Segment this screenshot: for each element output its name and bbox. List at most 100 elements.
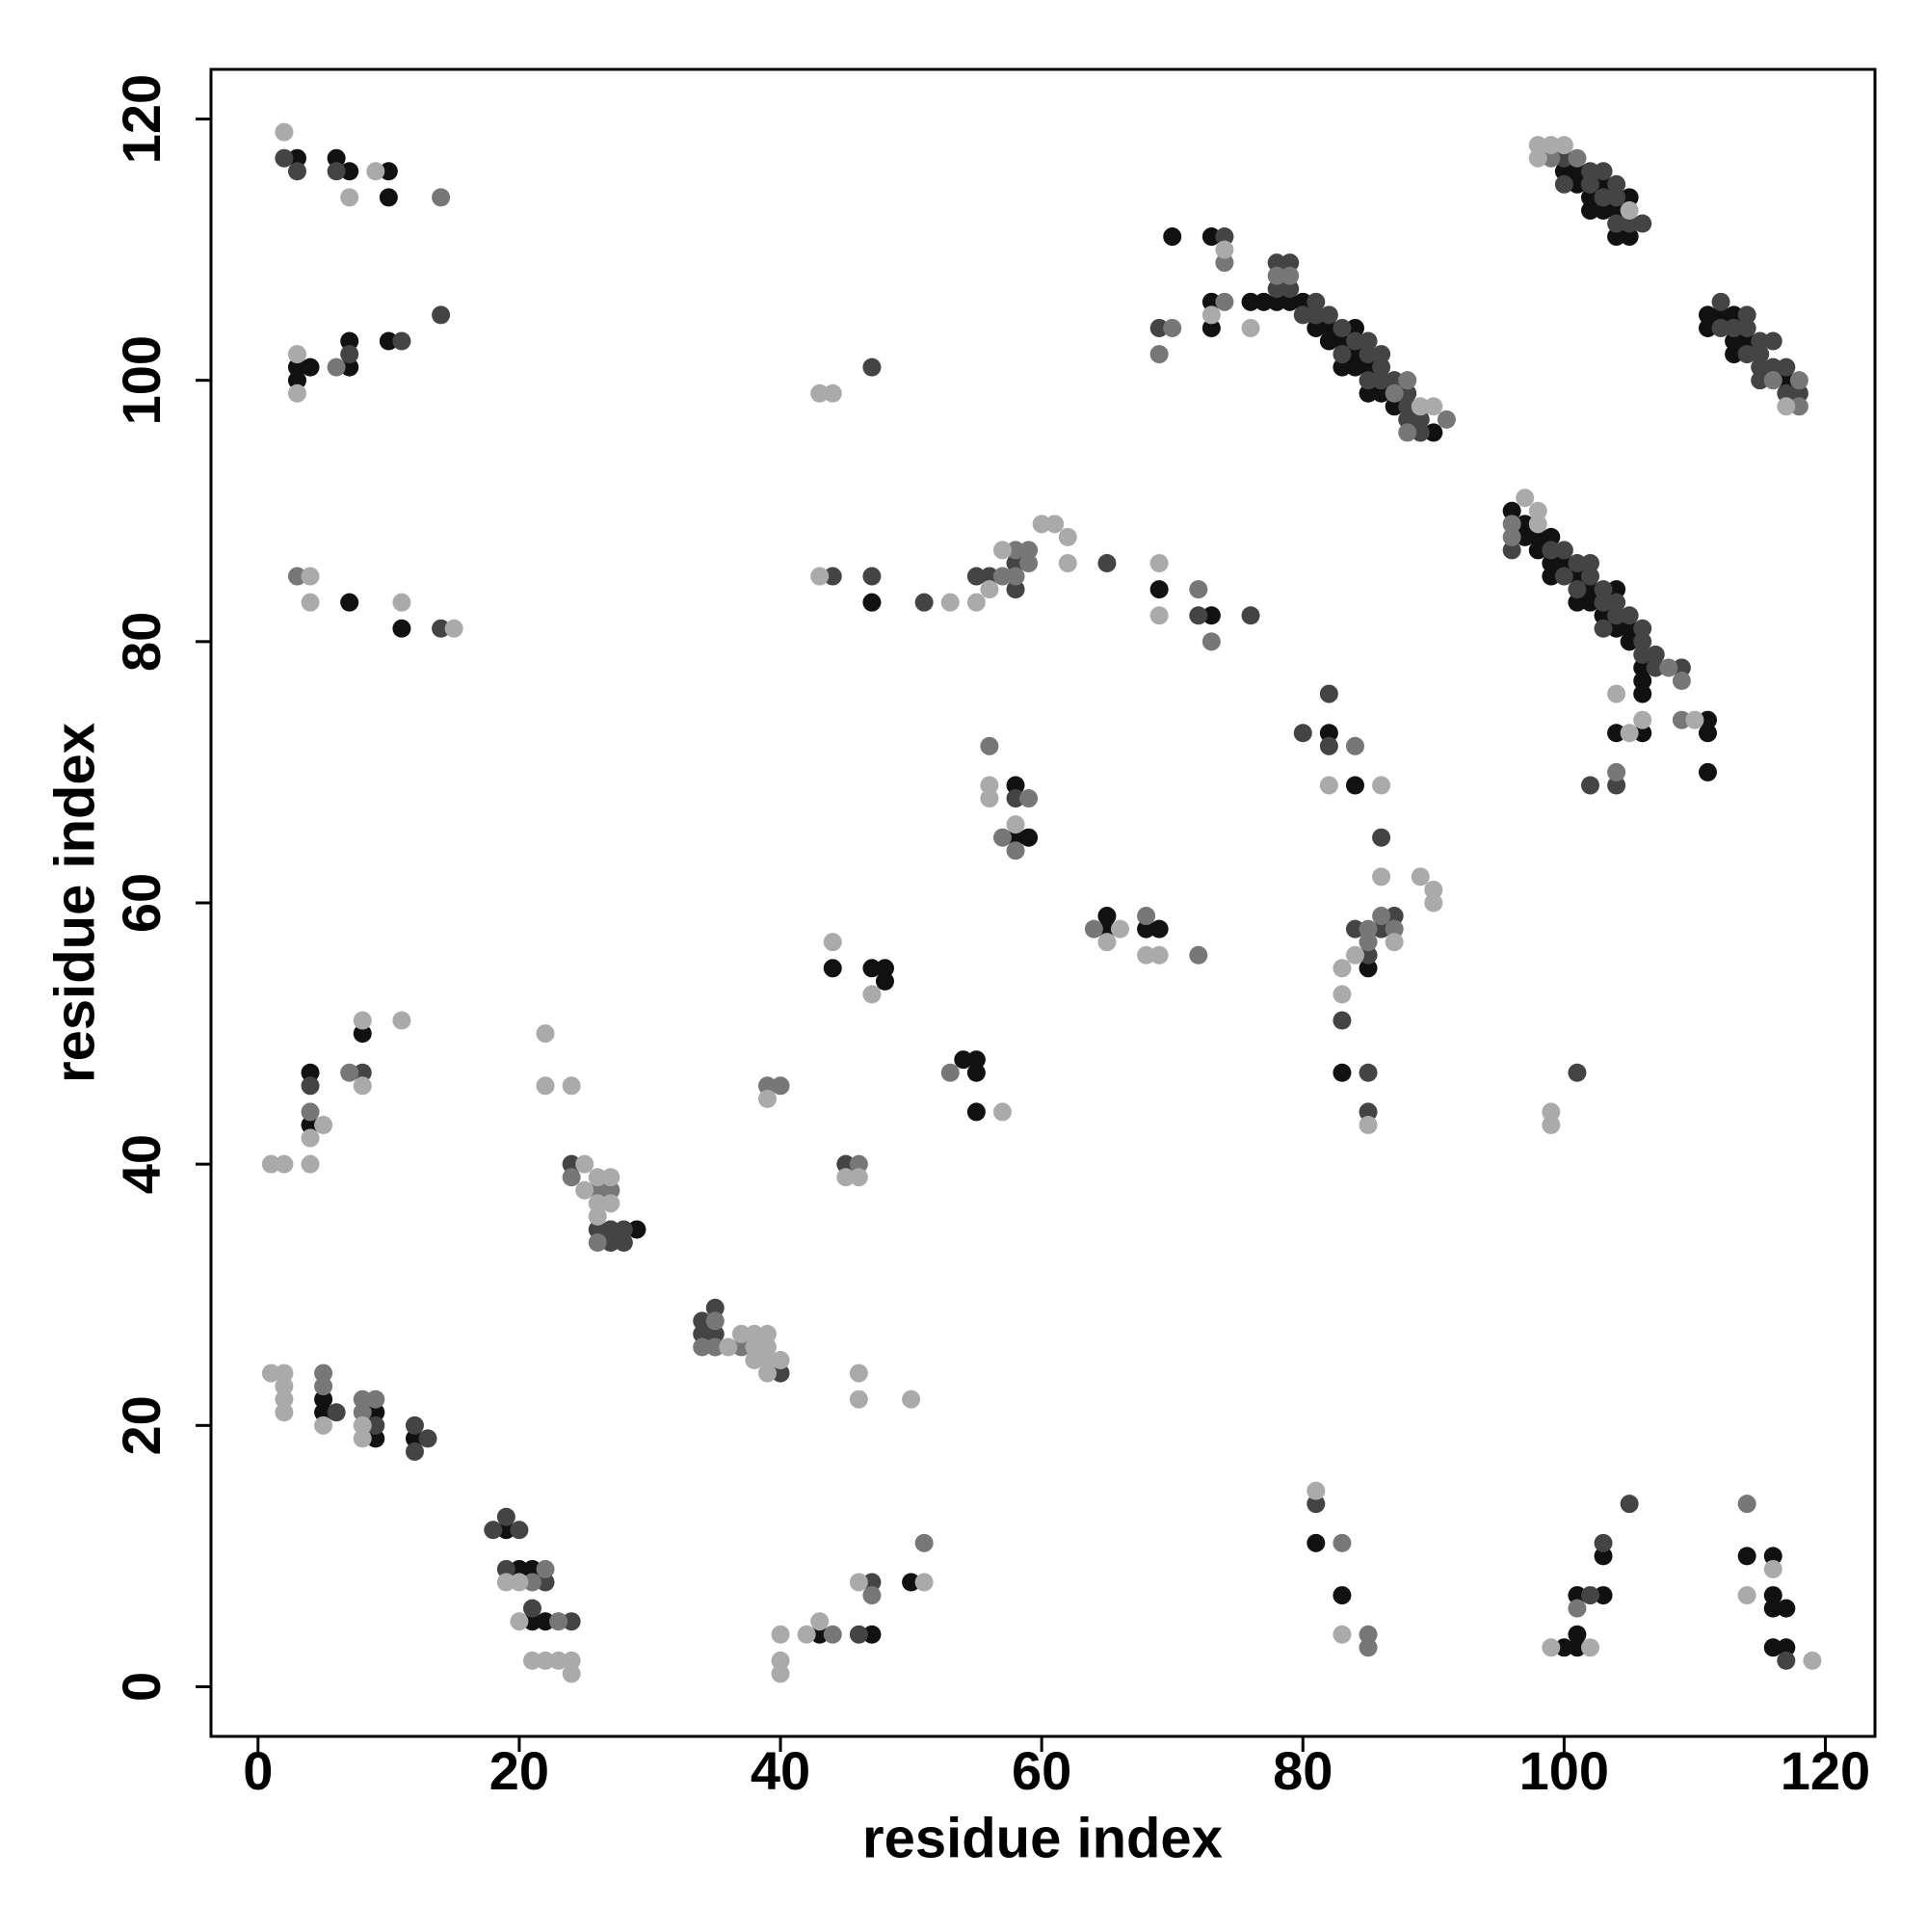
- point: [510, 1573, 529, 1592]
- point: [1045, 515, 1065, 534]
- point: [862, 1625, 882, 1644]
- point: [327, 357, 346, 377]
- point: [1307, 1533, 1326, 1552]
- point: [392, 619, 411, 638]
- point: [1385, 907, 1404, 926]
- point: [1516, 515, 1535, 534]
- point: [1580, 174, 1599, 194]
- point: [1359, 371, 1378, 390]
- point: [1803, 1651, 1822, 1670]
- point: [1006, 541, 1025, 560]
- point: [1411, 867, 1430, 887]
- point: [1554, 553, 1573, 572]
- point: [1398, 384, 1417, 403]
- point: [1241, 292, 1260, 311]
- point: [1763, 1559, 1782, 1578]
- point: [1777, 1638, 1796, 1657]
- point: [614, 1220, 633, 1239]
- point: [705, 1298, 725, 1317]
- point: [314, 1403, 333, 1422]
- y-tick-label: 120: [111, 74, 172, 164]
- point: [1594, 593, 1613, 612]
- point: [301, 1128, 320, 1148]
- point: [1607, 724, 1626, 743]
- point: [1149, 945, 1169, 965]
- point: [1333, 318, 1352, 337]
- point: [902, 1573, 921, 1592]
- point: [1110, 919, 1129, 939]
- point: [992, 541, 1012, 560]
- point: [1333, 1533, 1352, 1552]
- point: [1580, 593, 1599, 612]
- point: [914, 593, 934, 612]
- point: [1698, 710, 1717, 729]
- point: [1737, 1495, 1756, 1514]
- point: [1359, 919, 1378, 939]
- point: [1201, 305, 1221, 325]
- point: [1528, 148, 1547, 168]
- point: [771, 1076, 790, 1096]
- point: [1568, 162, 1587, 181]
- point: [1568, 1599, 1587, 1618]
- point: [1594, 606, 1613, 625]
- point: [1267, 292, 1286, 311]
- point: [1672, 672, 1691, 691]
- point: [1019, 553, 1039, 572]
- point: [1568, 148, 1587, 168]
- point: [1333, 1625, 1352, 1644]
- point: [510, 1559, 529, 1578]
- point: [379, 331, 398, 351]
- point: [1241, 606, 1260, 625]
- point: [301, 1102, 320, 1122]
- point: [1307, 318, 1326, 337]
- point: [1333, 357, 1352, 377]
- point: [1554, 136, 1573, 155]
- point: [966, 567, 986, 586]
- point: [1437, 410, 1456, 429]
- point: [1254, 292, 1274, 311]
- point: [1554, 148, 1573, 168]
- point: [757, 1351, 777, 1370]
- point: [1698, 318, 1717, 337]
- point: [510, 1521, 529, 1540]
- x-tick-label: 40: [751, 1740, 810, 1801]
- point: [1763, 357, 1782, 377]
- point: [1359, 945, 1378, 965]
- point: [301, 1076, 320, 1096]
- point: [588, 1180, 607, 1200]
- point: [980, 580, 999, 599]
- point: [1398, 410, 1417, 429]
- point: [1594, 162, 1613, 181]
- point: [275, 1377, 294, 1396]
- point: [1097, 907, 1117, 926]
- point: [1554, 174, 1573, 194]
- point: [1594, 619, 1613, 638]
- point: [771, 1664, 790, 1683]
- point: [1385, 397, 1404, 416]
- point: [1568, 1638, 1587, 1657]
- point: [1594, 1533, 1613, 1552]
- point: [1502, 527, 1521, 546]
- point: [693, 1311, 712, 1331]
- point: [757, 1363, 777, 1383]
- point: [914, 1573, 934, 1592]
- point: [522, 1559, 541, 1578]
- point: [1633, 214, 1652, 233]
- point: [1149, 345, 1169, 364]
- point: [1189, 606, 1208, 625]
- point: [353, 1429, 372, 1448]
- point: [1594, 580, 1613, 599]
- point: [745, 1324, 764, 1343]
- point: [1149, 919, 1169, 939]
- point: [1137, 919, 1156, 939]
- point: [1542, 1638, 1561, 1657]
- point: [1528, 136, 1547, 155]
- point: [1711, 292, 1730, 311]
- point: [287, 371, 306, 390]
- point: [1280, 279, 1300, 299]
- point: [849, 1154, 868, 1174]
- point: [875, 959, 894, 978]
- point: [980, 736, 999, 755]
- point: [314, 1115, 333, 1134]
- point: [353, 1063, 372, 1082]
